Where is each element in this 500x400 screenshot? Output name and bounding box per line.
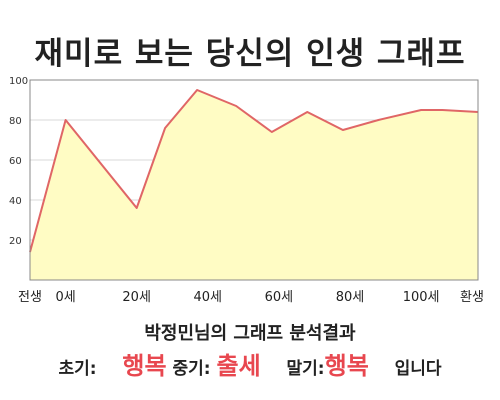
- x-tick-label: 환생: [460, 290, 484, 305]
- plot-border: [29, 79, 479, 281]
- y-tick-label: 100: [9, 76, 28, 87]
- y-tick-label: 20: [9, 236, 22, 247]
- y-tick-label: 80: [9, 116, 22, 127]
- area-fill: [30, 90, 478, 280]
- x-tick-label: 80세: [336, 290, 365, 305]
- mid-label: 중기:: [172, 359, 211, 379]
- y-tick-label: 60: [9, 156, 22, 167]
- y-tick-label: 40: [9, 196, 22, 207]
- early-value: 행복: [122, 352, 167, 380]
- area-layer: [29, 79, 479, 281]
- analysis-result: 초기: 행복 중기: 출세 말기:행복 입니다: [0, 346, 500, 381]
- chart-title: 재미로 보는 당신의 인생 그래프: [34, 36, 466, 72]
- x-tick-label: 100세: [403, 290, 440, 305]
- x-axis: 전생 0세 20세 40세 60세 80세 100세 환생: [18, 290, 484, 305]
- x-tick-label: 60세: [265, 290, 294, 305]
- series-line: [29, 89, 479, 253]
- late-value: 행복: [324, 352, 369, 380]
- x-tick-label: 20세: [122, 290, 151, 305]
- result-ending: 입니다: [394, 359, 442, 379]
- x-tick-label: 0세: [55, 290, 75, 305]
- early-label: 초기:: [58, 359, 97, 379]
- x-tick-label: 전생: [18, 290, 42, 305]
- late-label: 말기:: [286, 359, 325, 379]
- mid-value: 출세: [216, 352, 261, 380]
- y-axis: 20 40 60 80 100: [9, 76, 28, 247]
- analysis-subtitle: 박정민님의 그래프 분석결과: [144, 323, 356, 344]
- x-tick-label: 40세: [194, 290, 223, 305]
